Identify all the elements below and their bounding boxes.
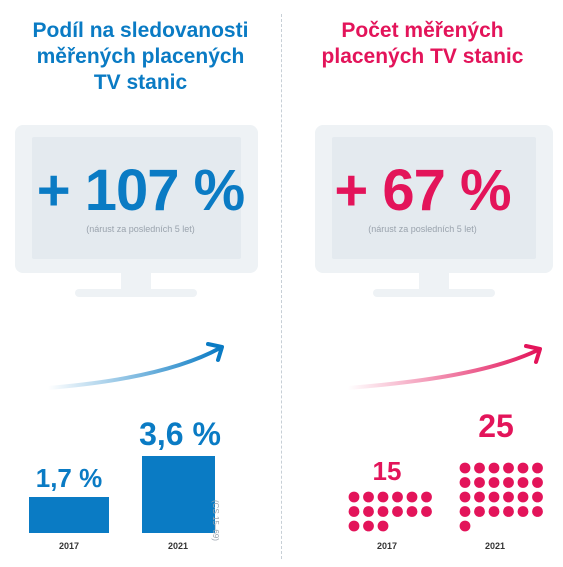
station-dot-2021 <box>532 462 543 474</box>
station-dot-2021 <box>459 491 471 503</box>
station-dot-2017 <box>377 491 389 503</box>
stations-growth-value: + 67 % <box>334 158 511 223</box>
station-dot-2021 <box>503 491 514 503</box>
station-dot-2017 <box>406 506 418 517</box>
station-dot-2021 <box>474 462 485 474</box>
station-dot-2017 <box>392 491 403 503</box>
station-dot-2017 <box>421 506 432 517</box>
station-dot-2021 <box>517 491 529 503</box>
station-dot-2017 <box>348 491 360 503</box>
stations-growth-note: (nárust za posledních 5 let) <box>368 224 477 234</box>
station-dot-2021 <box>503 462 514 474</box>
stations-dot-grid <box>348 462 543 532</box>
share-title-line-3: TV stanic <box>93 71 188 94</box>
tv-icon <box>315 125 553 300</box>
station-dot-2021 <box>474 506 485 517</box>
station-dot-2021 <box>488 477 500 488</box>
station-dot-2021 <box>459 520 471 532</box>
stations-year-label-2021: 2021 <box>484 541 506 551</box>
stations-title-line-2: placených TV stanic <box>321 45 524 68</box>
station-dot-2021 <box>517 477 529 488</box>
share-title-line-2: měřených placených <box>36 45 245 68</box>
station-dot-2021 <box>488 462 500 474</box>
station-dot-2021 <box>488 506 500 517</box>
stations-title-line-1: Počet měřených <box>341 19 504 42</box>
stations-value-label-2021: 25 <box>478 408 514 444</box>
bar-2021 <box>142 456 215 533</box>
share-growth-value: + 107 % <box>36 158 245 223</box>
station-dot-2017 <box>377 506 389 517</box>
year-label-2021: 2021 <box>167 541 189 551</box>
stations-trend-arrow-icon <box>346 344 542 390</box>
station-dot-2021 <box>532 491 543 503</box>
station-dot-2021 <box>459 506 471 517</box>
share-title-line-1: Podíl na sledovanosti <box>32 19 249 42</box>
tv-icon <box>15 125 258 300</box>
station-dot-2017 <box>392 506 403 517</box>
share-side-note: (CS 15–69) <box>211 500 220 541</box>
share-panel: Podíl na sledovanosti měřených placených… <box>0 0 281 567</box>
panel-divider <box>281 14 282 559</box>
station-dot-2021 <box>503 477 514 488</box>
station-dot-2017 <box>363 506 374 517</box>
station-dot-2017 <box>406 491 418 503</box>
bar-value-label-2021: 3,6 % <box>139 416 221 452</box>
station-dot-2021 <box>532 506 543 517</box>
share-title: Podíl na sledovanosti měřených placených… <box>0 18 281 96</box>
station-dot-2021 <box>503 506 514 517</box>
station-dot-2021 <box>474 491 485 503</box>
year-label-2017: 2017 <box>58 541 80 551</box>
station-dot-2017 <box>348 506 360 517</box>
bar-2017 <box>29 496 109 533</box>
station-dot-2021 <box>474 477 485 488</box>
station-dot-2021 <box>517 462 529 474</box>
share-trend-arrow-icon <box>46 342 224 390</box>
station-dot-2021 <box>488 491 500 503</box>
station-dot-2021 <box>459 477 471 488</box>
stations-year-label-2017: 2017 <box>376 541 398 551</box>
share-growth-note: (nárust za posledních 5 let) <box>86 224 195 234</box>
bar-value-label-2017: 1,7 % <box>35 462 103 493</box>
station-dot-2021 <box>459 462 471 474</box>
stations-panel: Počet měřených placených TV stanic + 67 … <box>282 0 563 567</box>
station-dot-2021 <box>532 477 543 488</box>
station-dot-2021 <box>517 506 529 517</box>
stations-title: Počet měřených placených TV stanic <box>282 18 563 70</box>
station-dot-2017 <box>421 491 432 503</box>
station-dot-2017 <box>363 491 374 503</box>
station-dot-2017 <box>377 520 389 532</box>
station-dot-2017 <box>348 520 360 532</box>
station-dot-2017 <box>363 520 374 532</box>
stations-value-label-2017: 15 <box>372 456 402 486</box>
